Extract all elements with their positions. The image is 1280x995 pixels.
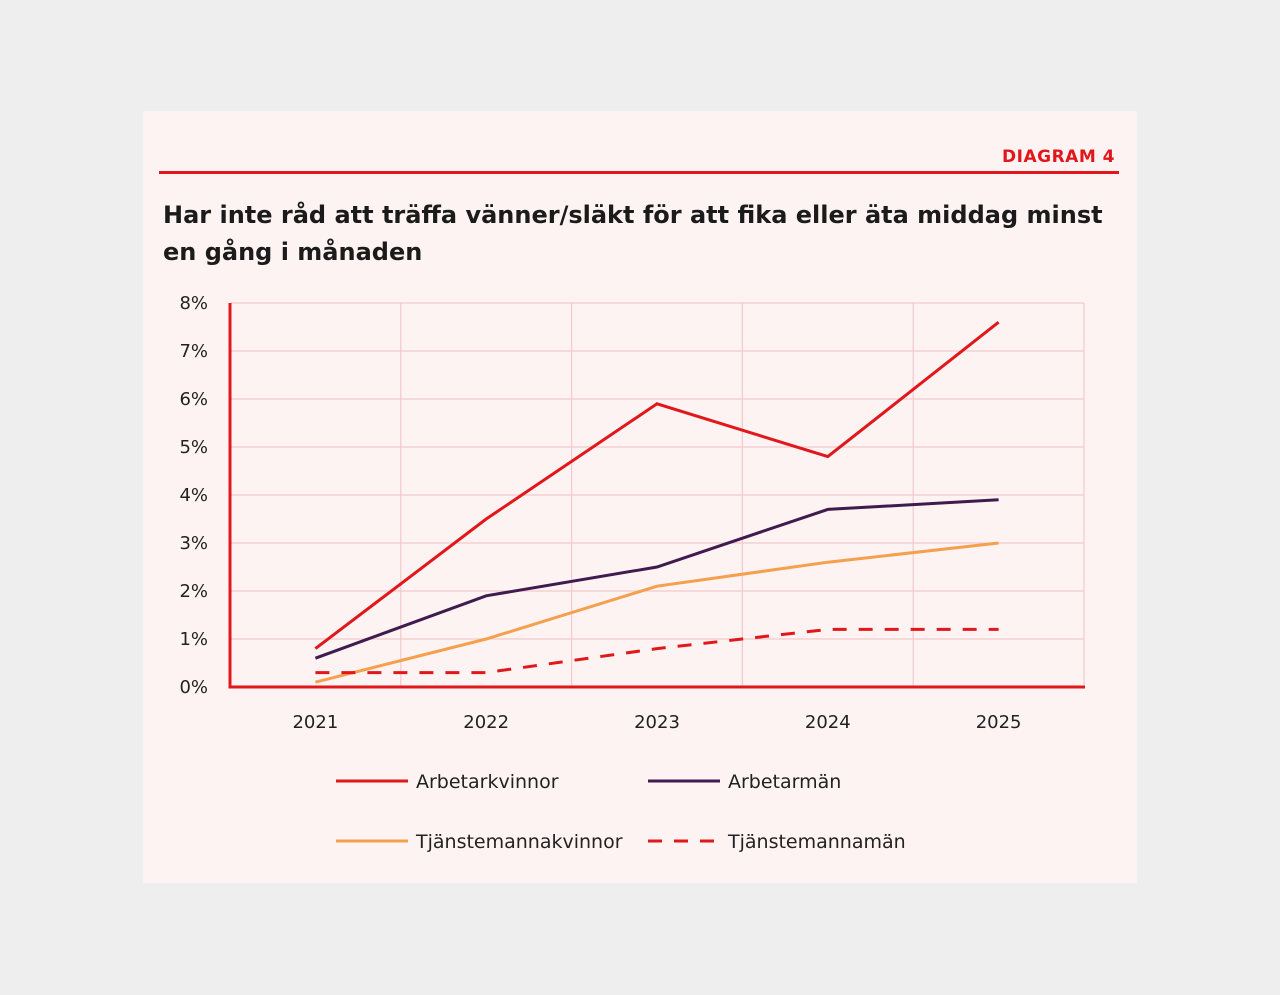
series-line-arbetarmän [314, 498, 999, 660]
x-tick-label: 2025 [976, 712, 1022, 733]
axes [228, 303, 1085, 689]
legend-label: Arbetarmän [728, 771, 841, 793]
legend-label: Arbetarkvinnor [416, 771, 559, 793]
y-tick-label: 4% [179, 485, 208, 506]
chart-title: Har inte råd att träffa vänner/släkt för… [163, 201, 1103, 266]
legend-label: Tjänstemannamän [727, 831, 906, 853]
series-line-tjänstemannakvinnor [315, 541, 999, 684]
x-tick-label: 2024 [805, 712, 851, 733]
x-tick-label: 2022 [463, 712, 509, 733]
y-tick-label: 1% [179, 629, 208, 650]
y-tick-label: 2% [179, 581, 208, 602]
x-tick-label: 2023 [634, 712, 680, 733]
y-tick-label: 3% [179, 533, 208, 554]
header-rule [159, 171, 1119, 174]
y-tick-label: 8% [179, 293, 208, 314]
y-tick-label: 0% [179, 677, 208, 698]
chart-card: DIAGRAM 4 Har inte råd att träffa vänner… [143, 111, 1137, 883]
diagram-label: DIAGRAM 4 [1002, 147, 1115, 167]
y-tick-label: 6% [179, 389, 208, 410]
y-tick-label: 5% [179, 437, 208, 458]
legend-label: Tjänstemannakvinnor [415, 831, 623, 853]
x-ticks: 2021 2022 2023 2024 2025 [292, 712, 1021, 733]
legend: Arbetarkvinnor Arbetarmän Tjänstemannakvin… [336, 771, 906, 853]
grid [230, 302, 1085, 688]
x-tick-label: 2021 [292, 712, 338, 733]
series-line-tjänstemannamän [315, 627, 999, 675]
series-lines [314, 321, 1000, 684]
y-ticks: 0% 1% 2% 3% 4% 5% 6% 7% 8% [179, 293, 208, 698]
y-tick-label: 7% [179, 341, 208, 362]
series-line-arbetarkvinnor [314, 321, 1000, 650]
